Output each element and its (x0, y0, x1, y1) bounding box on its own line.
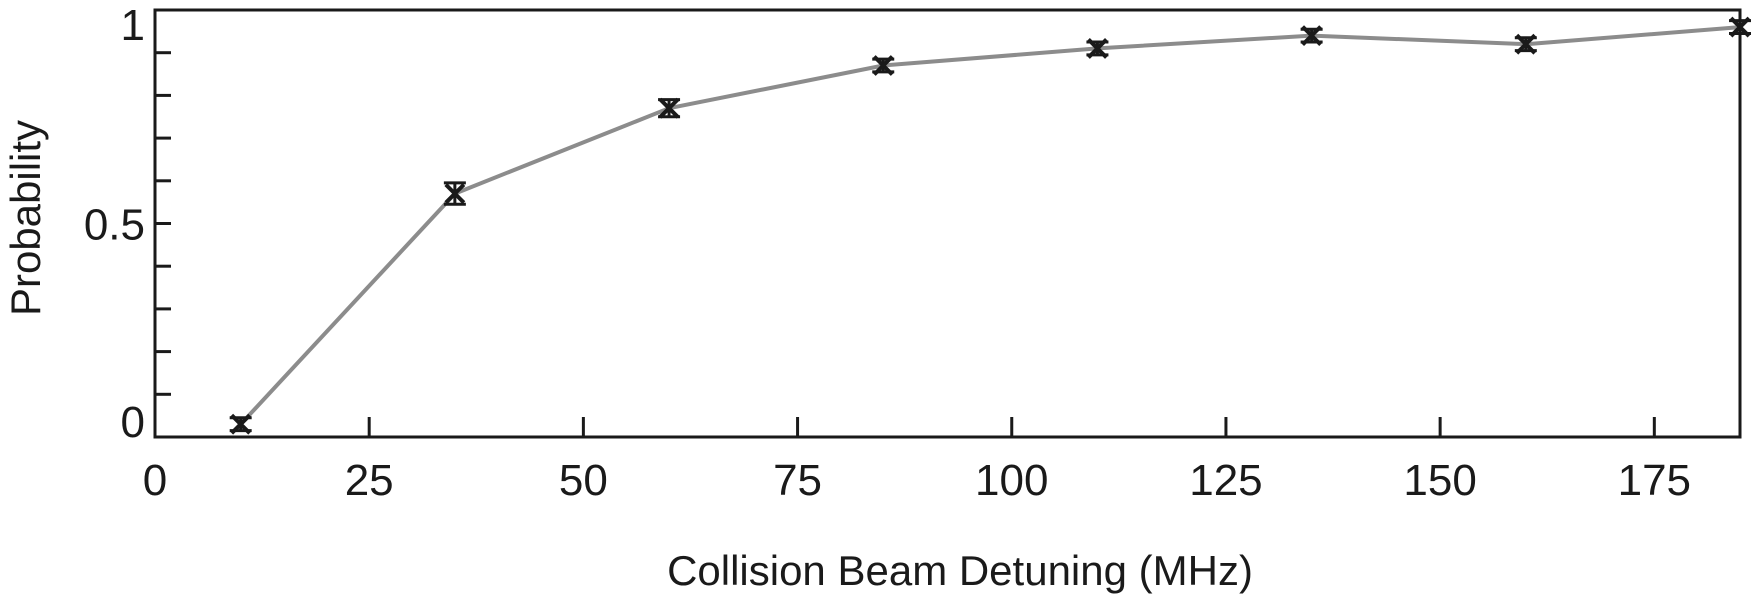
point-marker (872, 55, 894, 76)
point-marker (1515, 33, 1537, 55)
data-series (229, 16, 1751, 435)
x-tick-label: 150 (1403, 456, 1476, 505)
point-marker (444, 183, 466, 205)
plot-area (153, 8, 1742, 439)
point-marker (1729, 16, 1751, 38)
data-point (443, 181, 466, 206)
y-axis: 00.51 (84, 1, 171, 447)
data-point (1729, 16, 1751, 38)
data-point (1300, 25, 1323, 47)
data-point (658, 97, 681, 119)
x-tick-label: 25 (345, 456, 394, 505)
x-tick-label: 75 (773, 456, 822, 505)
x-tick-label: 50 (559, 456, 608, 505)
plot-frame (153, 8, 1742, 439)
x-tick-label: 175 (1618, 456, 1691, 505)
point-marker (1087, 38, 1108, 59)
y-tick-label: 0 (121, 398, 145, 447)
x-axis: 0 25 50 75 100 125 150 175 (143, 417, 1691, 505)
y-axis-title: Probability (2, 120, 49, 316)
y-tick-label: 1 (121, 1, 145, 50)
data-point (229, 413, 252, 435)
data-point (872, 55, 895, 76)
x-tick-label: 100 (975, 456, 1048, 505)
x-tick-label: 0 (143, 456, 167, 505)
point-marker (1301, 25, 1323, 47)
x-axis-title: Collision Beam Detuning (MHz) (667, 547, 1253, 594)
point-marker (230, 413, 252, 435)
data-point (1086, 38, 1109, 59)
data-point (1514, 33, 1537, 55)
series-line (239, 25, 1741, 426)
y-tick-label: 0.5 (84, 201, 145, 250)
x-tick-label: 125 (1189, 456, 1262, 505)
point-marker (658, 97, 680, 119)
